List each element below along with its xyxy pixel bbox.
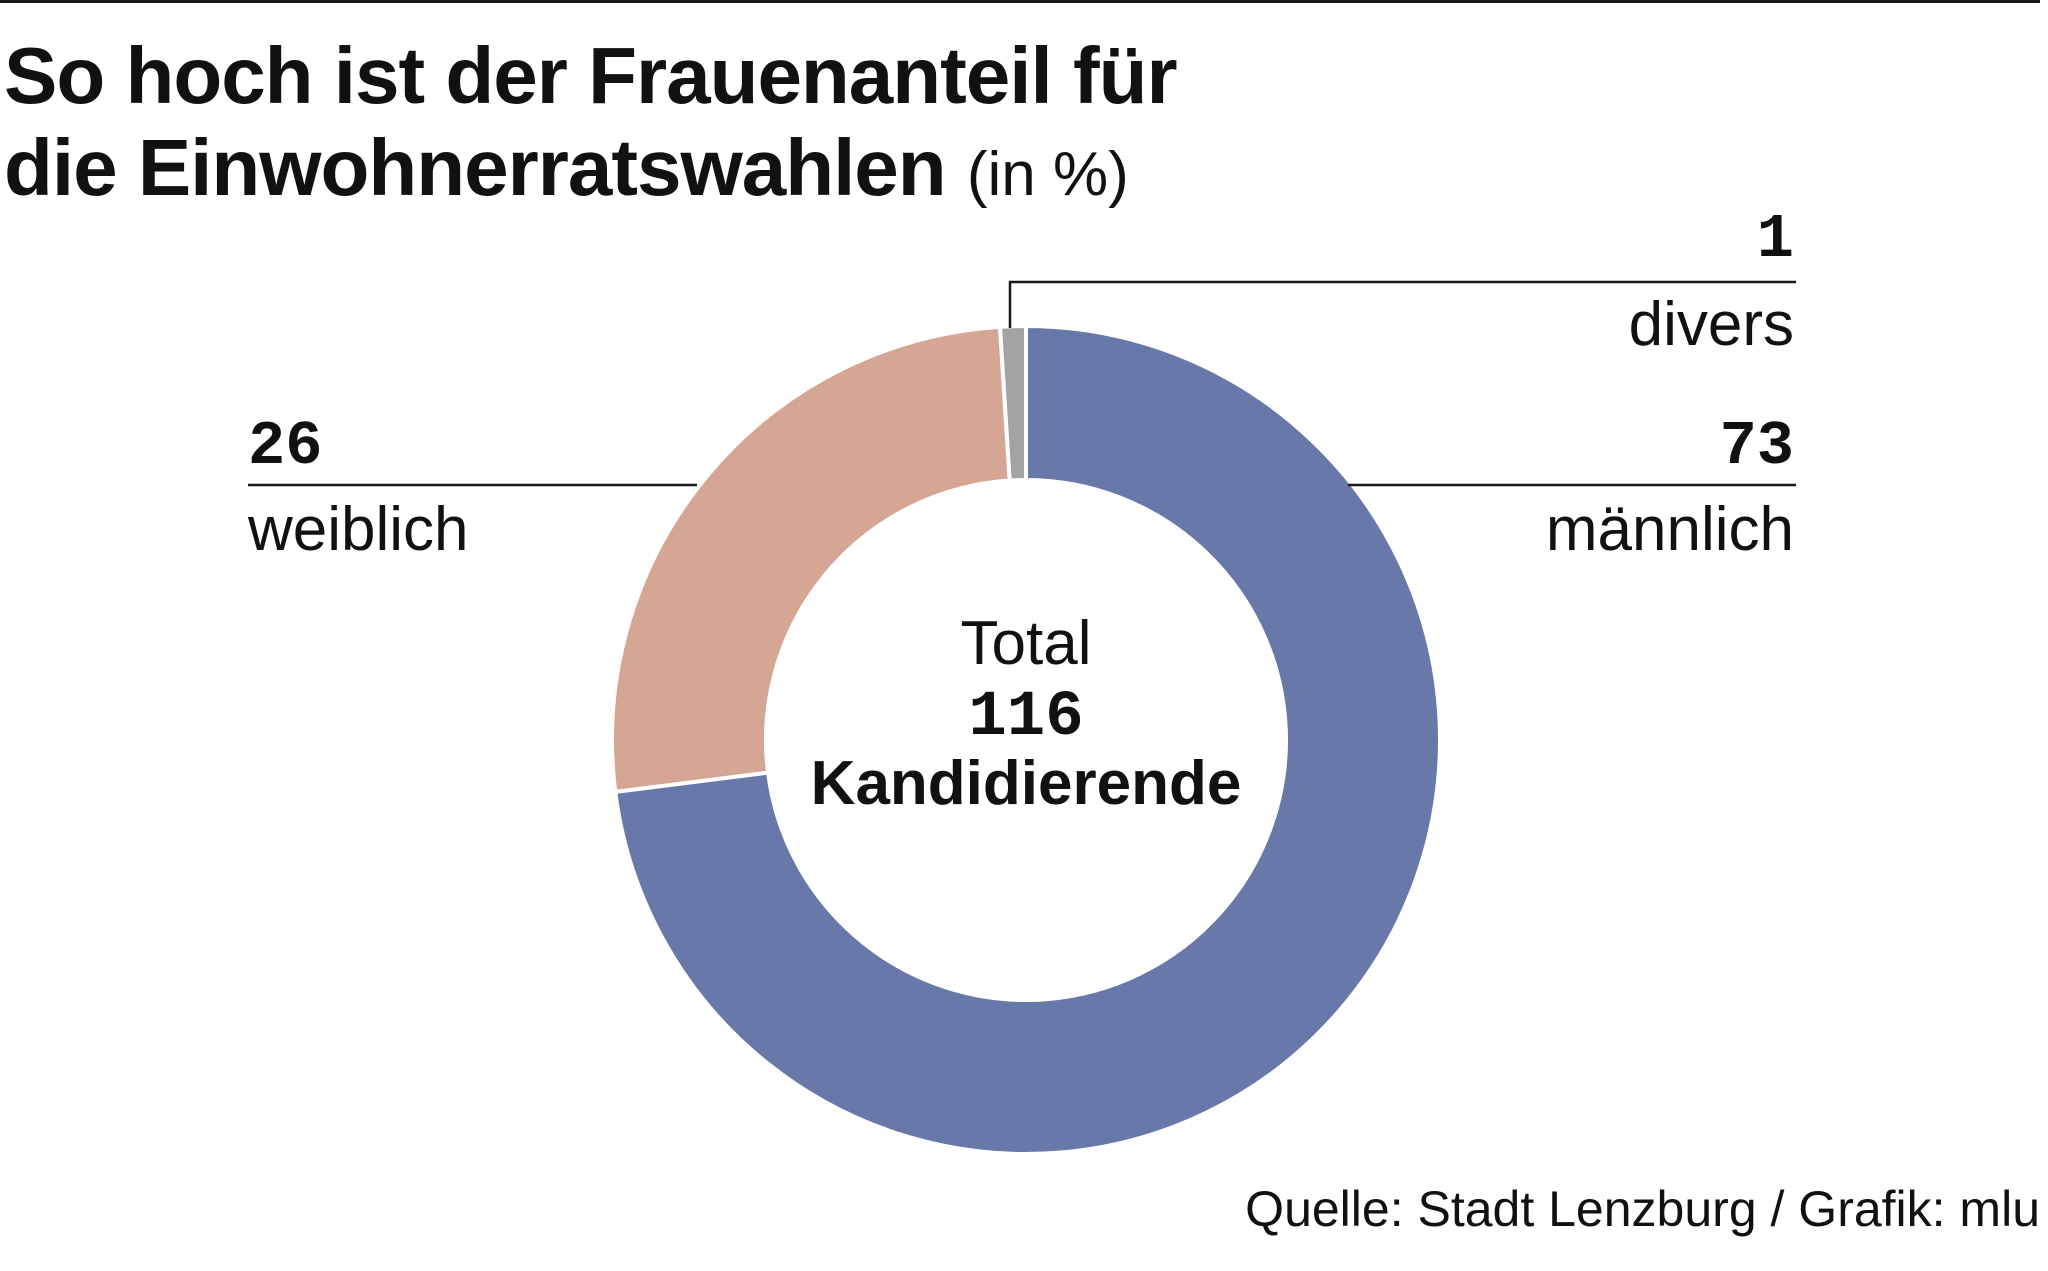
category-label-divers: divers <box>1629 290 1794 359</box>
donut-slice-weiblich <box>610 324 1012 795</box>
chart-title-line-2: die Einwohnerratswahlen (in %) <box>4 122 1404 221</box>
value-label-weiblich: 26 <box>248 411 322 482</box>
chart-title-line-1: So hoch ist der Frauenanteil für <box>4 31 1178 120</box>
category-label-maennlich: männlich <box>1546 495 1794 564</box>
donut-slice-maennlich <box>613 323 1442 1156</box>
value-label-maennlich: 73 <box>1720 411 1794 482</box>
chart-unit: (in %) <box>966 140 1129 209</box>
center-total: 116 <box>968 682 1083 754</box>
donut-slices <box>610 323 1442 1156</box>
value-label-divers: 1 <box>1757 204 1794 275</box>
center-label: Total <box>961 609 1092 678</box>
center-caption: Kandidierende <box>811 749 1242 818</box>
chart-title: So hoch ist der Frauenanteil für die Ein… <box>4 30 1404 221</box>
leader-lines <box>248 280 1796 487</box>
chart-title-line-2-text: die Einwohnerratswahlen <box>4 123 947 212</box>
leader-line-divers <box>1008 280 1796 328</box>
donut-slice-divers <box>997 323 1028 483</box>
source-note: Quelle: Stadt Lenzburg / Grafik: mlu <box>1245 1181 2040 1237</box>
category-label-weiblich: weiblich <box>247 495 469 564</box>
top-rule <box>0 0 2040 3</box>
